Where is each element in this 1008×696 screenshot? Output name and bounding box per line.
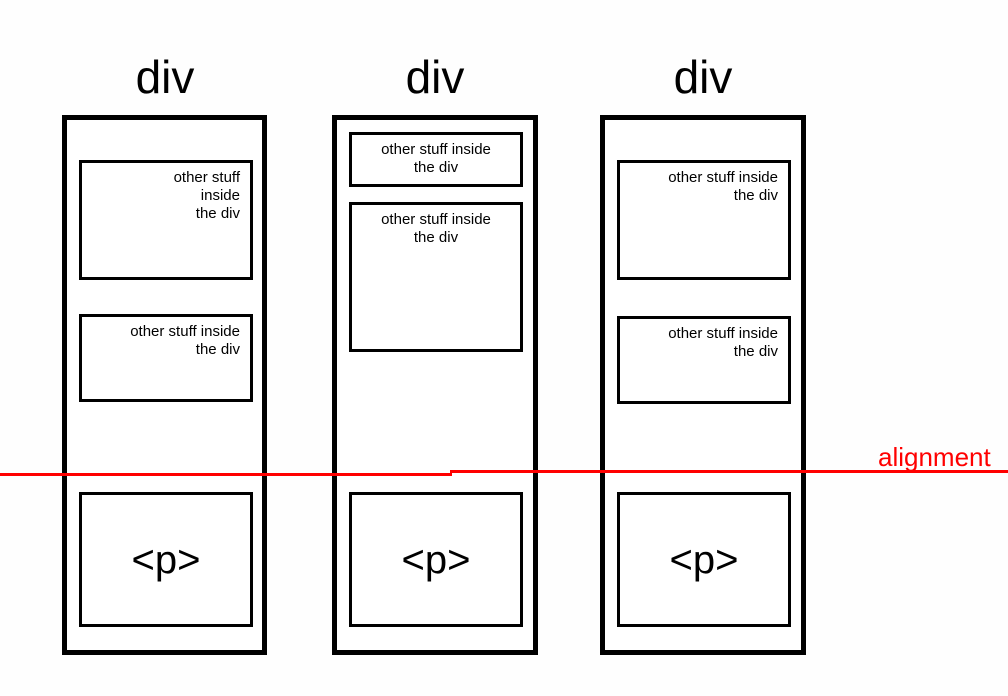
alignment-line-left [0,473,452,476]
column-3-box-2-line-2: the div [734,343,778,360]
column-3-title: div [598,50,808,104]
column-3-box-2: other stuff inside the div [617,316,791,404]
column-2-box-2-line-1: other stuff inside [381,211,491,228]
column-1-box-2-line-1: other stuff inside [130,323,240,340]
column-3-p-label: <p> [670,536,739,584]
column-1-box-1: other stuff inside the div [79,160,253,280]
column-3-box-2-line-1: other stuff inside [668,325,778,342]
diagram-canvas: div other stuff inside the div other stu… [0,0,1008,696]
column-2-box-2-line-2: the div [414,229,458,246]
column-3-box-1: other stuff inside the div [617,160,791,280]
column-2-title: div [330,50,540,104]
column-1-box-1-line-1: other stuff [174,169,240,186]
column-2-box-1-line-1: other stuff inside [381,141,491,158]
column-3-p-box: <p> [617,492,791,627]
column-2-box-1: other stuff inside the div [349,132,523,187]
column-2-box-2: other stuff inside the div [349,202,523,352]
column-3-box-1-line-2: the div [734,187,778,204]
column-1-box-2-line-2: the div [196,341,240,358]
column-1-box-2: other stuff inside the div [79,314,253,402]
column-2-box-1-line-2: the div [414,159,458,176]
column-1-p-box: <p> [79,492,253,627]
column-3-box-1-line-1: other stuff inside [668,169,778,186]
column-2-p-label: <p> [402,536,471,584]
column-1-p-label: <p> [132,536,201,584]
alignment-label: alignment [878,442,991,473]
column-2-p-box: <p> [349,492,523,627]
column-1-box-1-line-2: inside [201,187,240,204]
column-1-box-1-line-3: the div [196,205,240,222]
column-1-title: div [60,50,270,104]
